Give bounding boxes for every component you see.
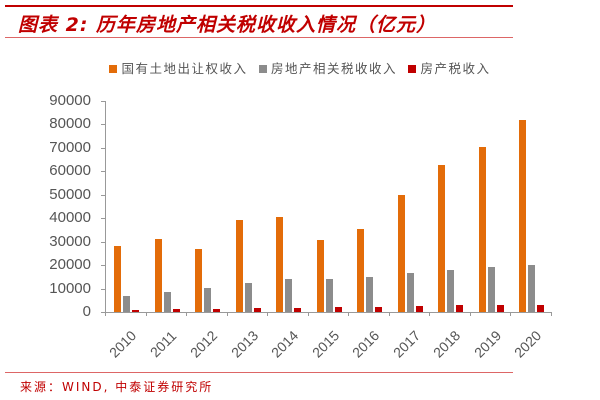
- legend-swatch-icon: [408, 65, 417, 73]
- bar-property-tax-2012: [213, 308, 220, 312]
- y-tick-label: 30000: [49, 232, 91, 250]
- x-tick-label: 2020: [510, 327, 545, 361]
- y-tick: [101, 171, 105, 173]
- bar-land-2013: [235, 219, 243, 312]
- bar-property-tax-2017: [415, 305, 423, 312]
- bar-related-tax-2013: [244, 282, 252, 312]
- x-tick-label: 2014: [267, 327, 302, 361]
- x-tick: [307, 312, 309, 316]
- x-tick-label: 2015: [308, 327, 342, 361]
- y-tick-label: 80000: [49, 115, 91, 133]
- legend-label: 房产税收入: [420, 61, 491, 76]
- y-tick-label: 90000: [49, 92, 91, 109]
- bar-property-tax-2011: [172, 309, 180, 312]
- bar-land-2011: [154, 238, 162, 312]
- chart-legend: 国有土地出让权收入 房地产相关税收收入 房产税收入: [0, 58, 600, 77]
- legend-swatch-icon: [109, 65, 118, 73]
- y-axis: [105, 101, 106, 312]
- y-tick-label: 50000: [49, 185, 91, 203]
- bar-property-tax-2014: [294, 307, 301, 312]
- bar-land-2015: [316, 239, 324, 312]
- source-note: 来源：WIND, 中泰证券研究所: [20, 380, 214, 394]
- bar-property-tax-2013: [253, 308, 261, 312]
- bar-related-tax-2014: [285, 278, 292, 312]
- chart-title: 图表 2: 历年房地产相关税收收入情况（亿元）: [18, 14, 437, 36]
- y-tick-label: 10000: [49, 279, 91, 297]
- x-tick: [226, 312, 228, 316]
- y-tick: [101, 194, 105, 196]
- legend-item-land: 国有土地出让权收入: [109, 58, 247, 77]
- bar-land-2018: [438, 164, 445, 312]
- y-tick: [101, 265, 105, 267]
- legend-label: 房地产相关税收收入: [270, 61, 397, 76]
- y-tick-label: 60000: [49, 162, 91, 180]
- bar-related-tax-2019: [487, 266, 495, 312]
- legend-item-related-tax: 房地产相关税收收入: [258, 58, 397, 77]
- bar-property-tax-2018: [456, 305, 463, 312]
- x-tick-label: 2013: [227, 327, 261, 361]
- x-tick: [469, 312, 471, 316]
- bar-property-tax-2019: [496, 304, 504, 312]
- y-tick: [101, 147, 105, 149]
- bar-land-2017: [397, 194, 405, 312]
- y-tick-label: 40000: [49, 209, 91, 227]
- bar-land-2016: [357, 228, 364, 312]
- x-tick: [388, 312, 390, 316]
- x-tick: [550, 312, 552, 316]
- y-tick: [101, 124, 105, 126]
- x-tick-label: 2012: [186, 327, 221, 361]
- bar-land-2014: [276, 216, 283, 312]
- x-tick-label: 2018: [429, 327, 464, 361]
- x-tick: [145, 312, 147, 316]
- x-tick: [510, 312, 511, 316]
- bar-related-tax-2012: [204, 287, 211, 312]
- bar-related-tax-2020: [528, 265, 535, 312]
- x-tick-label: 2010: [105, 327, 140, 361]
- y-tick-label: 70000: [49, 138, 91, 156]
- x-tick: [186, 312, 187, 316]
- legend-label: 国有土地出让权收入: [121, 61, 248, 76]
- x-tick: [348, 312, 349, 316]
- bar-property-tax-2015: [334, 307, 342, 312]
- y-tick-label: 0: [82, 303, 91, 320]
- bar-land-2012: [195, 248, 202, 312]
- x-tick-label: 2017: [389, 327, 423, 361]
- y-tick: [101, 288, 105, 290]
- bar-land-2020: [519, 119, 526, 312]
- source-rule: [5, 372, 513, 373]
- x-tick: [267, 312, 268, 316]
- bar-land-2010: [114, 245, 121, 312]
- y-tick-label: 20000: [49, 256, 91, 274]
- x-tick-label: 2016: [348, 327, 383, 361]
- bar-related-tax-2018: [447, 269, 454, 312]
- x-tick: [105, 312, 106, 316]
- title-bottom-rule: [5, 37, 513, 38]
- title-top-rule: [5, 5, 513, 7]
- bar-related-tax-2015: [325, 278, 333, 312]
- legend-swatch-icon: [258, 65, 267, 73]
- bar-related-tax-2016: [366, 276, 373, 312]
- y-tick: [101, 312, 105, 313]
- y-tick: [101, 218, 105, 220]
- x-tick: [429, 312, 430, 316]
- bar-property-tax-2010: [132, 309, 139, 312]
- bar-related-tax-2011: [163, 291, 171, 312]
- bar-related-tax-2017: [406, 272, 414, 312]
- y-tick: [101, 241, 105, 243]
- bar-related-tax-2010: [123, 296, 130, 312]
- bar-property-tax-2020: [537, 305, 544, 312]
- bar-property-tax-2016: [375, 306, 382, 312]
- x-tick-label: 2019: [470, 327, 504, 361]
- legend-item-property-tax: 房产税收入: [408, 58, 490, 77]
- x-tick-label: 2011: [146, 327, 179, 361]
- bar-land-2019: [478, 146, 486, 312]
- y-tick: [101, 101, 105, 102]
- x-axis: [105, 312, 552, 313]
